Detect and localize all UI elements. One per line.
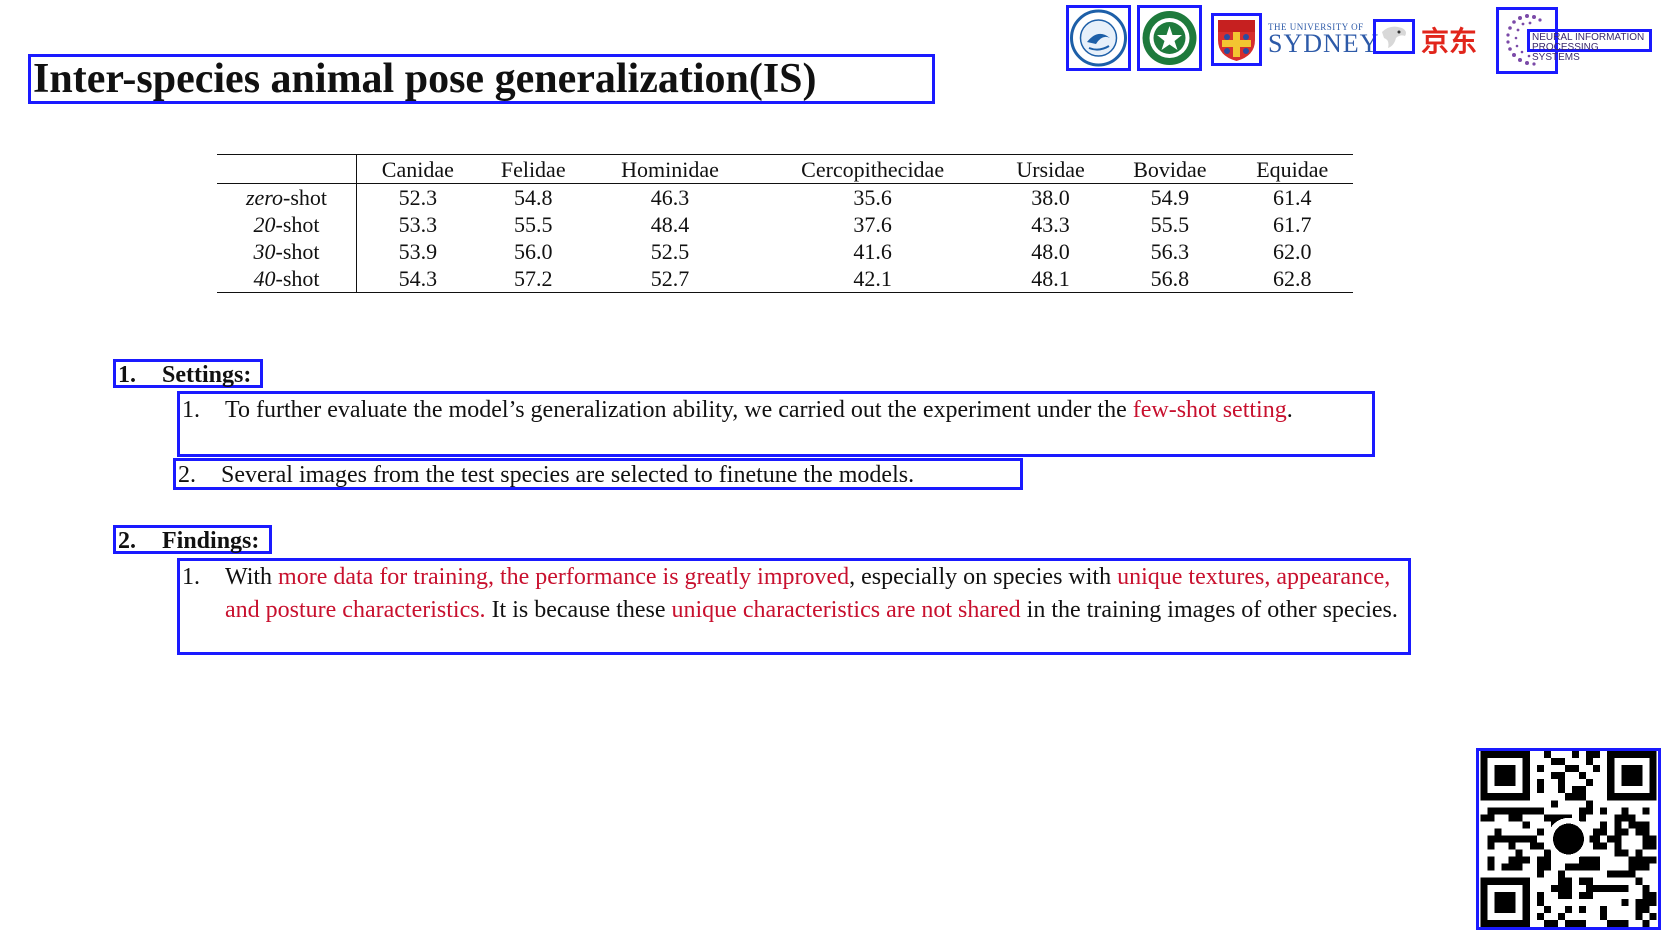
table-header-row: Canidae Felidae Hominidae Cercopithecida… bbox=[217, 154, 1353, 184]
university-of-sydney-logo: THE UNIVERSITY OF SYDNEY bbox=[1268, 22, 1380, 58]
table-header-cell: Bovidae bbox=[1108, 154, 1232, 184]
table-cell: 53.9 bbox=[398, 239, 438, 264]
jd-mascot-icon bbox=[1373, 19, 1415, 54]
table-cell: 52.3 bbox=[398, 185, 438, 210]
neurips-swirl-icon bbox=[1496, 7, 1558, 74]
slide-title: Inter-species animal pose generalization… bbox=[28, 54, 935, 104]
row-label: 30-shot bbox=[217, 238, 357, 265]
findings-heading: 2. Findings: bbox=[113, 525, 272, 554]
table-cell: 54.9 bbox=[1150, 185, 1190, 210]
table-cell: 56.3 bbox=[1150, 239, 1190, 264]
findings-heading-number: 2. bbox=[118, 528, 136, 554]
settings-item-1-text: To further evaluate the model’s generali… bbox=[225, 397, 1293, 423]
table-cell: 53.3 bbox=[398, 212, 438, 237]
settings-heading-label: Settings: bbox=[162, 362, 252, 388]
table-header-cell bbox=[217, 154, 357, 184]
results-table: Canidae Felidae Hominidae Cercopithecida… bbox=[217, 154, 1353, 293]
sydney-small-text: THE UNIVERSITY OF bbox=[1268, 22, 1364, 32]
list-number: 2. bbox=[178, 462, 196, 488]
table-cell: 48.1 bbox=[992, 265, 1109, 293]
jd-logo-text: 京东 bbox=[1421, 25, 1478, 58]
table-row: 30-shot 53.9 56.0 52.5 41.6 48.0 56.3 62… bbox=[217, 238, 1353, 265]
row-label: 40-shot bbox=[217, 265, 357, 293]
table-cell: 52.5 bbox=[650, 239, 690, 264]
table-cell: 48.4 bbox=[650, 212, 690, 237]
table-cell: 57.2 bbox=[478, 265, 588, 293]
neurips-line-1: NEURAL INFORMATION bbox=[1532, 32, 1645, 43]
table-header-cell: Cercopithecidae bbox=[752, 154, 993, 184]
table-cell: 61.4 bbox=[1273, 185, 1312, 210]
list-number: 1. bbox=[182, 397, 200, 423]
table-cell: 42.1 bbox=[752, 265, 993, 293]
table-row: 40-shot 54.3 57.2 52.7 42.1 48.1 56.8 62… bbox=[217, 265, 1353, 293]
settings-heading: 1. Settings: bbox=[113, 359, 263, 388]
settings-item-1: 1. To further evaluate the model’s gener… bbox=[177, 391, 1375, 457]
table-cell: 56.8 bbox=[1108, 265, 1232, 293]
table-cell: 43.3 bbox=[1031, 212, 1070, 237]
table-cell: 37.6 bbox=[853, 212, 892, 237]
table-cell: 55.5 bbox=[513, 212, 553, 237]
table-cell: 54.8 bbox=[513, 185, 553, 210]
sydney-big-text: SYDNEY bbox=[1268, 29, 1380, 58]
neurips-logo-text: NEURAL INFORMATION PROCESSING SYSTEMS bbox=[1527, 29, 1652, 63]
table-cell: 46.3 bbox=[650, 185, 690, 210]
university-seal-blue-logo bbox=[1066, 5, 1131, 71]
table-header-cell: Felidae bbox=[478, 154, 588, 184]
table-cell: 35.6 bbox=[853, 185, 892, 210]
table-cell: 38.0 bbox=[1031, 185, 1070, 210]
settings-heading-number: 1. bbox=[118, 362, 136, 388]
github-qr-code-icon[interactable] bbox=[1476, 748, 1661, 930]
table-cell: 62.8 bbox=[1231, 265, 1353, 293]
highlight-text: more data for training, the performance … bbox=[278, 564, 850, 590]
table-cell: 62.0 bbox=[1273, 239, 1312, 264]
university-seal-green-logo bbox=[1137, 5, 1202, 71]
settings-item-2-text: Several images from the test species are… bbox=[221, 462, 915, 488]
table-cell: 54.3 bbox=[356, 265, 479, 293]
table-row: 20-shot 53.3 55.5 48.4 37.6 43.3 55.5 61… bbox=[217, 211, 1353, 238]
table-header-cell: Ursidae bbox=[992, 154, 1109, 184]
highlight-text: unique characteristics are not shared bbox=[671, 597, 1021, 623]
row-label: zero-shot bbox=[217, 183, 357, 211]
highlight-text: unique textures, appearance, and posture… bbox=[225, 564, 1391, 623]
list-number: 1. bbox=[182, 564, 200, 590]
table-cell: 52.7 bbox=[587, 265, 753, 293]
findings-item-1-text: With more data for training, the perform… bbox=[225, 564, 1398, 623]
table-header-cell: Hominidae bbox=[587, 154, 753, 184]
table-cell: 61.7 bbox=[1273, 212, 1312, 237]
highlight-text: few-shot setting bbox=[1132, 397, 1287, 423]
findings-heading-label: Findings: bbox=[162, 528, 260, 554]
table-header-cell: Canidae bbox=[356, 154, 479, 184]
table-cell: 41.6 bbox=[853, 239, 892, 264]
settings-item-2: 2. Several images from the test species … bbox=[173, 458, 1023, 490]
table-header-cell: Equidae bbox=[1231, 154, 1353, 184]
sydney-crest-logo bbox=[1211, 13, 1262, 66]
table-cell: 55.5 bbox=[1150, 212, 1190, 237]
table-cell: 48.0 bbox=[1031, 239, 1070, 264]
table-cell: 56.0 bbox=[513, 239, 553, 264]
table-row: zero-shot 52.3 54.8 46.3 35.6 38.0 54.9 … bbox=[217, 183, 1353, 211]
findings-item-1: 1. With more data for training, the perf… bbox=[177, 558, 1411, 655]
row-label: 20-shot bbox=[217, 211, 357, 238]
neurips-line-2: PROCESSING SYSTEMS bbox=[1532, 42, 1599, 63]
